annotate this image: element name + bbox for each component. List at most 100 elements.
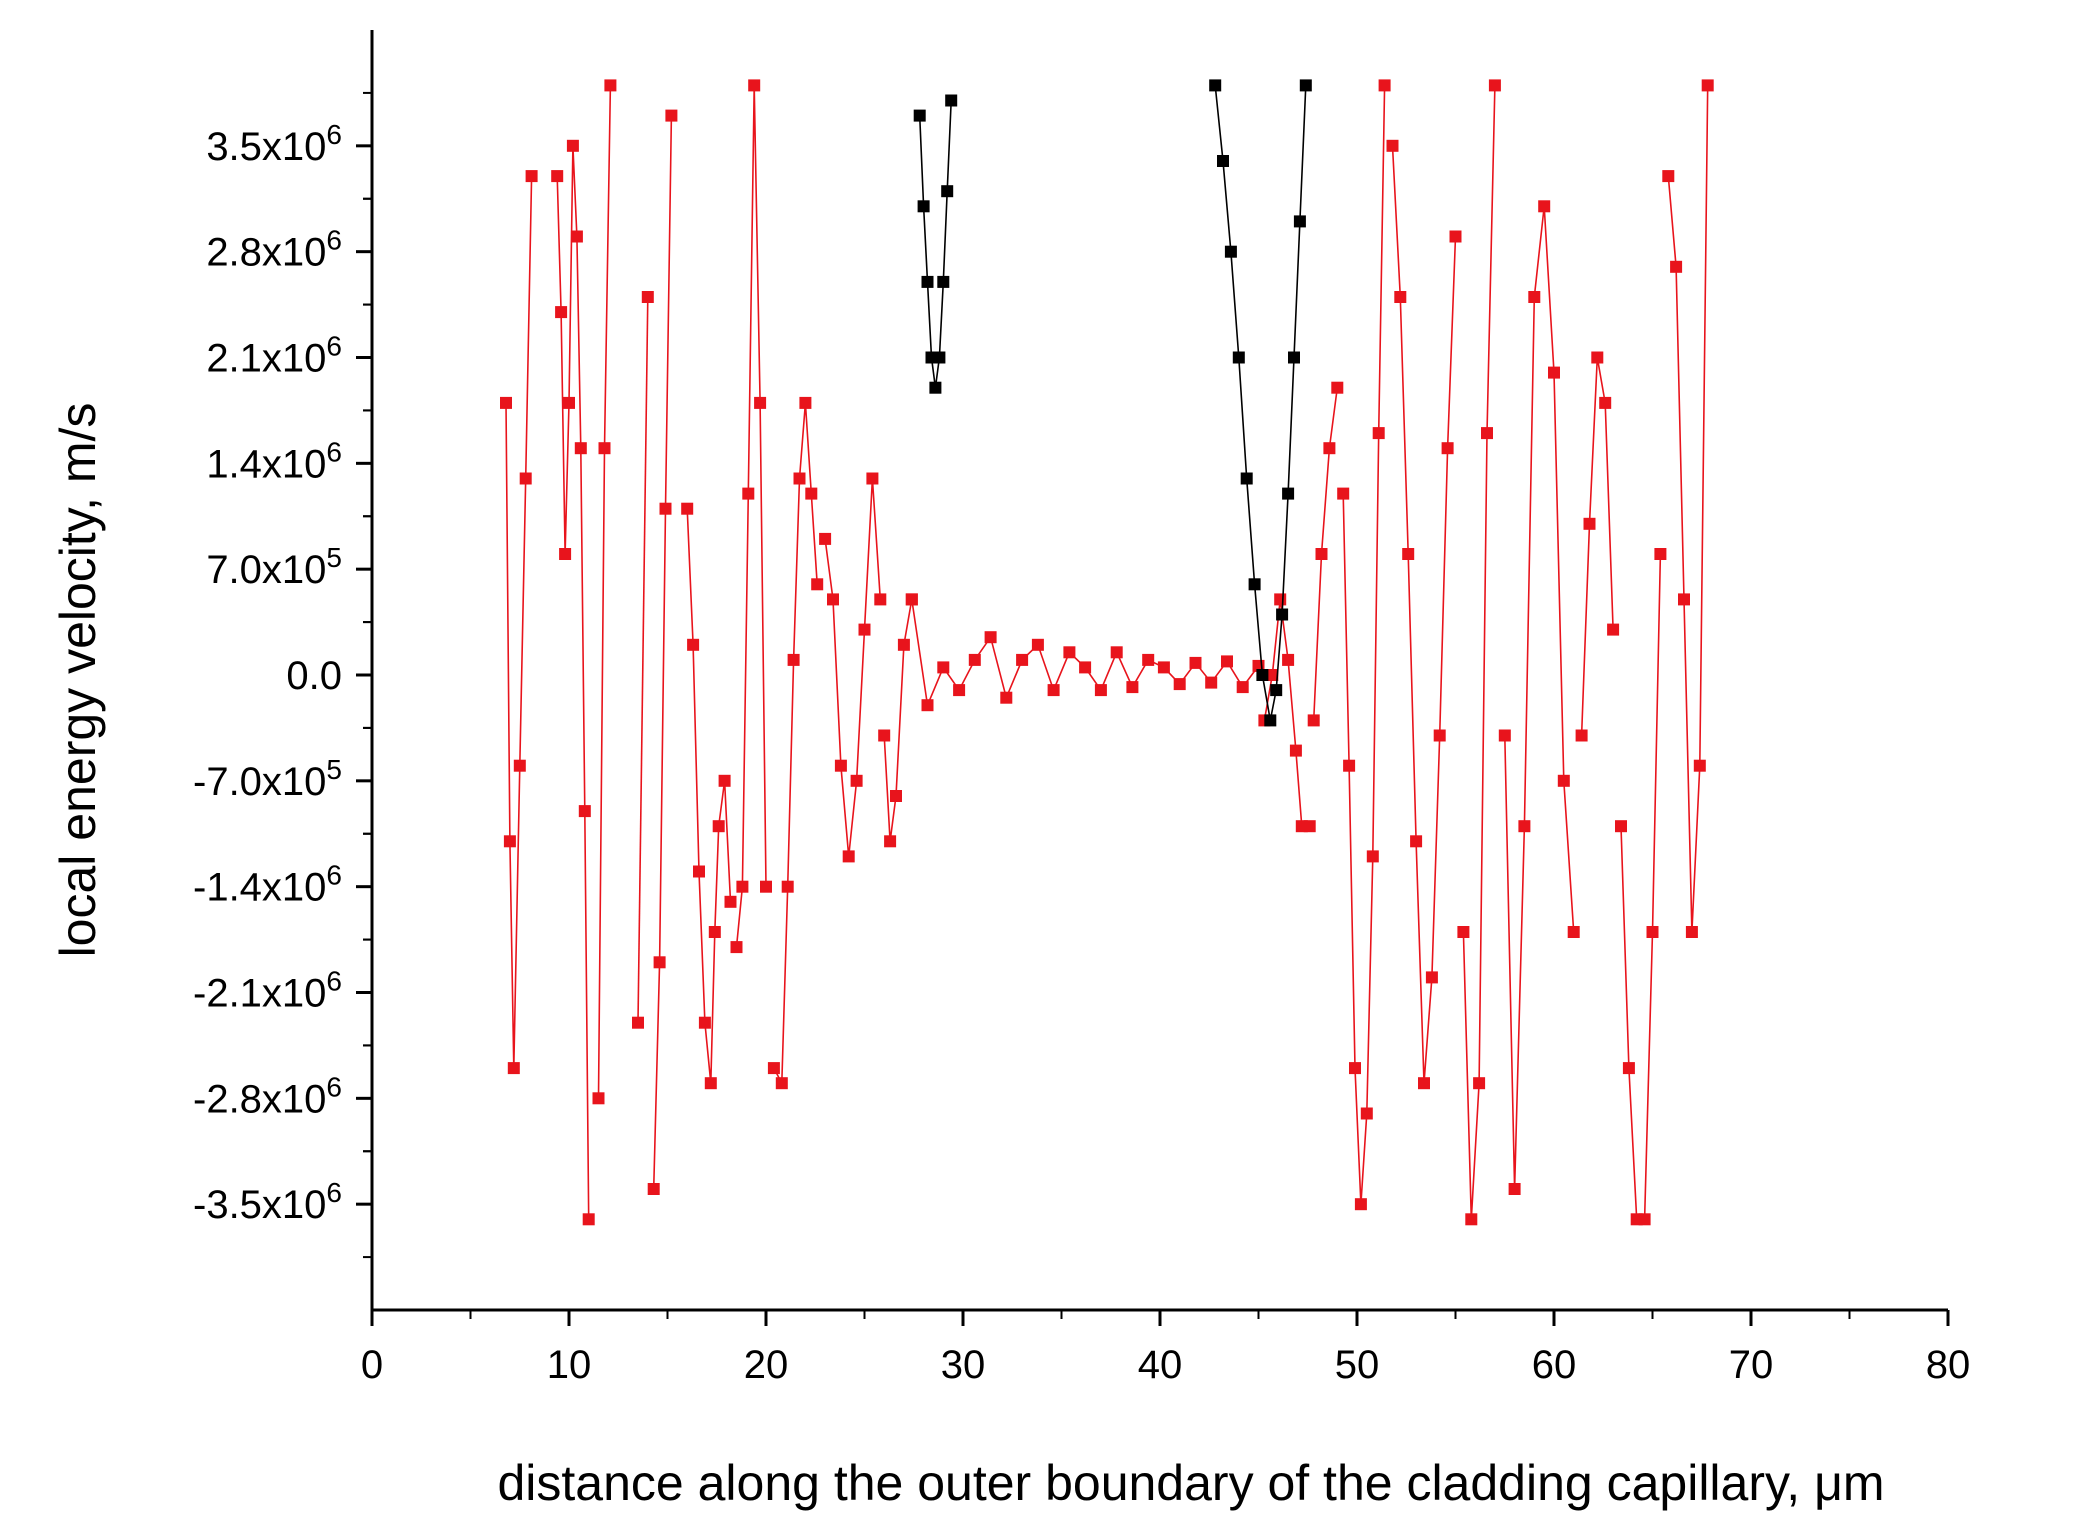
series-1-point bbox=[1607, 623, 1620, 636]
series-1-point bbox=[1303, 820, 1316, 833]
series-1-point bbox=[570, 230, 583, 243]
series-1-point bbox=[1548, 366, 1560, 379]
series-2-point bbox=[1248, 578, 1261, 591]
series-1-point bbox=[1638, 1213, 1651, 1226]
series-1-point bbox=[850, 774, 863, 787]
series-1-point bbox=[736, 880, 749, 893]
series-1-point bbox=[1575, 729, 1588, 742]
series-1-point bbox=[1441, 442, 1454, 455]
series-1-point bbox=[665, 109, 678, 122]
y-tick-label: 2.8x106 bbox=[206, 225, 342, 275]
series-1-point bbox=[687, 638, 700, 651]
series-1-segment-line bbox=[652, 115, 673, 1190]
series-1-point bbox=[1307, 714, 1320, 727]
series-1-point bbox=[1157, 661, 1170, 674]
y-tick-label: 3.5x106 bbox=[206, 119, 342, 169]
series-1-point bbox=[1557, 774, 1570, 787]
series-1-point bbox=[1518, 820, 1531, 833]
series-1-point bbox=[519, 472, 532, 485]
series-1-point bbox=[1266, 669, 1279, 681]
series-1-point bbox=[1622, 1062, 1635, 1075]
series-2-point bbox=[1288, 351, 1300, 364]
series-1-point bbox=[1615, 820, 1627, 833]
y-axis-label: local energy velocity, m/s bbox=[50, 403, 106, 958]
y-tick-label: 2.1x106 bbox=[206, 331, 342, 381]
series-1-point bbox=[712, 820, 725, 833]
series-1-point bbox=[1205, 676, 1218, 689]
series-1-point bbox=[1701, 79, 1714, 92]
series-1-point bbox=[566, 139, 579, 152]
series-2-point bbox=[1209, 79, 1222, 92]
series-1-point bbox=[866, 472, 879, 485]
series-1-segment-line bbox=[773, 402, 818, 1087]
series-1-point bbox=[1142, 653, 1155, 666]
series-1-point bbox=[698, 1016, 711, 1029]
series-1-point bbox=[1282, 653, 1295, 666]
series-1-point bbox=[1360, 1107, 1373, 1120]
series-1-point bbox=[681, 502, 694, 515]
series-1-point bbox=[598, 442, 611, 455]
series-2-point bbox=[941, 185, 954, 198]
series-1-point bbox=[1457, 926, 1470, 938]
series-2-point bbox=[917, 200, 930, 213]
axes: 0 10 20 30 40 50 60 70 80 3.5x106 2.8x106 2.1x106 1.… bbox=[193, 30, 1970, 1387]
series-2-point bbox=[1217, 155, 1229, 167]
series-2-point bbox=[1232, 351, 1245, 364]
series-2-point bbox=[1264, 714, 1277, 727]
series-1-point bbox=[1236, 681, 1249, 694]
series-1-point bbox=[1646, 926, 1659, 938]
series-2-point bbox=[933, 351, 946, 364]
series-1-point bbox=[1331, 381, 1344, 394]
series-1-point bbox=[1498, 729, 1511, 742]
series-1-point bbox=[632, 1016, 644, 1029]
series-1-point bbox=[1000, 691, 1013, 704]
x-tick-label: 40 bbox=[1138, 1343, 1183, 1387]
series-1-point bbox=[1402, 548, 1415, 560]
series-2-segment-line bbox=[918, 100, 952, 388]
series-1-point bbox=[1599, 396, 1612, 409]
series-1-point bbox=[1337, 487, 1350, 500]
series-1-point bbox=[1654, 548, 1667, 560]
series-1-point bbox=[1583, 517, 1596, 530]
series-2-point bbox=[1256, 669, 1269, 681]
series-1-point bbox=[730, 941, 743, 954]
series-1-point bbox=[905, 593, 918, 606]
series-1-point bbox=[897, 638, 910, 651]
y-tick-label: -7.0x105 bbox=[193, 754, 342, 804]
series-1-point bbox=[724, 895, 737, 908]
series-1-point bbox=[1349, 1062, 1361, 1075]
series-1-point bbox=[827, 593, 839, 606]
series-2-point bbox=[1276, 608, 1289, 621]
x-tick-label: 60 bbox=[1532, 1343, 1577, 1387]
series-1-segment-line bbox=[1342, 85, 1386, 1205]
series-1-point bbox=[1394, 291, 1407, 303]
x-tick-label: 30 bbox=[941, 1343, 986, 1387]
series-1-point bbox=[834, 759, 847, 772]
series-1-point bbox=[890, 790, 902, 802]
series-1-point bbox=[799, 396, 812, 409]
series-1-point bbox=[1126, 681, 1139, 694]
series-1-point bbox=[1591, 351, 1604, 364]
series-1-point bbox=[578, 805, 591, 818]
series-1-point bbox=[693, 865, 705, 878]
series-2-point bbox=[1270, 684, 1283, 697]
series-1-point bbox=[1079, 661, 1092, 674]
series-1-segment-line bbox=[1620, 553, 1662, 1221]
series-1-point bbox=[1110, 646, 1123, 659]
y-tick-label: -2.1x106 bbox=[193, 966, 342, 1016]
series-1-point bbox=[704, 1077, 717, 1090]
series-1-point bbox=[819, 532, 832, 545]
series-1-segment-line bbox=[1391, 145, 1457, 1084]
series-1-point bbox=[1386, 139, 1399, 152]
series-1-point bbox=[742, 487, 755, 500]
series-1-point bbox=[1678, 593, 1690, 606]
x-tick-label: 10 bbox=[547, 1343, 592, 1387]
series-1-point bbox=[884, 835, 897, 848]
series-1-point bbox=[1538, 200, 1551, 213]
series-1-point bbox=[718, 774, 731, 787]
series-1-point bbox=[659, 502, 672, 515]
series-1-point bbox=[647, 1183, 660, 1195]
series-1-segment-line bbox=[735, 85, 767, 948]
series-1-point bbox=[563, 396, 575, 409]
